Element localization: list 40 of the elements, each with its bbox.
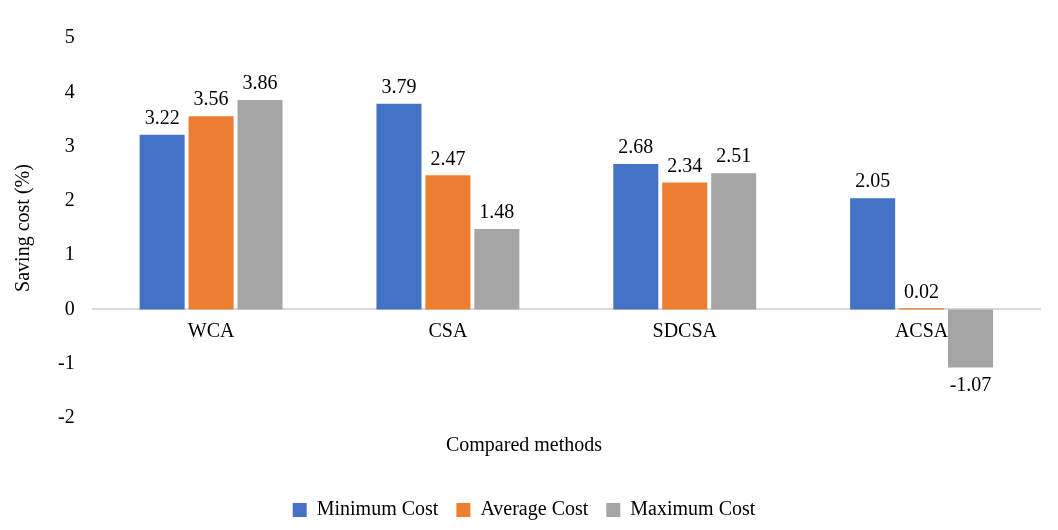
x-tick-label: SDCSA — [652, 318, 718, 341]
bar — [662, 182, 708, 310]
bar — [948, 309, 994, 368]
bar — [425, 175, 471, 310]
data-label: 1.48 — [479, 200, 515, 223]
legend-label: Average Cost — [480, 497, 589, 521]
y-tick-label: 2 — [64, 188, 75, 211]
data-label: 2.51 — [716, 144, 752, 167]
x-axis-title: Compared methods — [445, 433, 603, 457]
y-tick-label: 4 — [64, 79, 75, 102]
data-label: 0.02 — [904, 279, 940, 302]
data-label: 3.56 — [193, 87, 229, 110]
y-tick-label: -1 — [57, 350, 75, 373]
data-label: 2.47 — [430, 146, 466, 169]
bar — [139, 134, 185, 310]
y-axis-title: Saving cost (%) — [11, 164, 35, 292]
bar — [613, 163, 659, 310]
bar — [711, 173, 757, 310]
data-label: -1.07 — [949, 372, 992, 395]
x-tick-label: CSA — [428, 318, 468, 341]
bar — [188, 116, 234, 310]
y-tick-label: 0 — [64, 296, 75, 319]
data-label: 3.79 — [381, 74, 417, 97]
x-tick-label: ACSA — [894, 318, 949, 341]
bar — [376, 103, 422, 310]
bar — [474, 229, 520, 310]
y-tick-label: 1 — [64, 242, 75, 265]
bar — [850, 198, 896, 310]
y-tick-label: -2 — [57, 405, 75, 428]
data-label: 2.68 — [618, 135, 654, 158]
legend-label: Maximum Cost — [630, 497, 756, 520]
y-tick-label: 3 — [64, 133, 75, 156]
data-label: 2.05 — [855, 169, 891, 192]
x-tick-label: WCA — [187, 318, 235, 341]
y-tick-label: 5 — [64, 25, 75, 48]
legend-label: Minimum Cost — [316, 497, 439, 520]
data-label: 2.34 — [667, 153, 703, 176]
bar — [237, 99, 283, 310]
data-label: 3.22 — [144, 105, 180, 128]
data-label: 3.86 — [242, 71, 278, 94]
